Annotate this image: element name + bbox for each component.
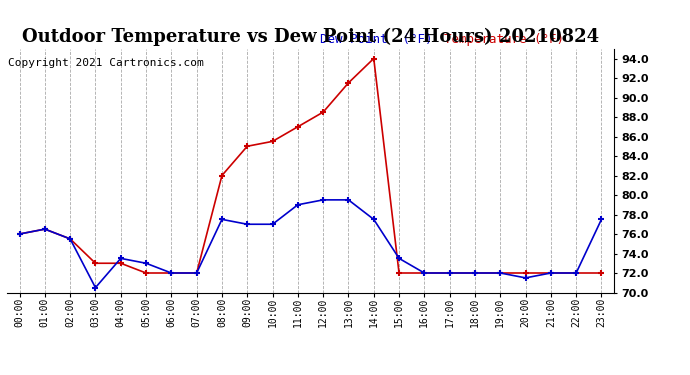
Text: Temperature (°F): Temperature (°F) — [444, 33, 564, 46]
Text: Dew Point  (°F): Dew Point (°F) — [319, 33, 432, 46]
Text: Copyright 2021 Cartronics.com: Copyright 2021 Cartronics.com — [8, 58, 204, 68]
Title: Outdoor Temperature vs Dew Point (24 Hours) 20210824: Outdoor Temperature vs Dew Point (24 Hou… — [22, 27, 599, 46]
